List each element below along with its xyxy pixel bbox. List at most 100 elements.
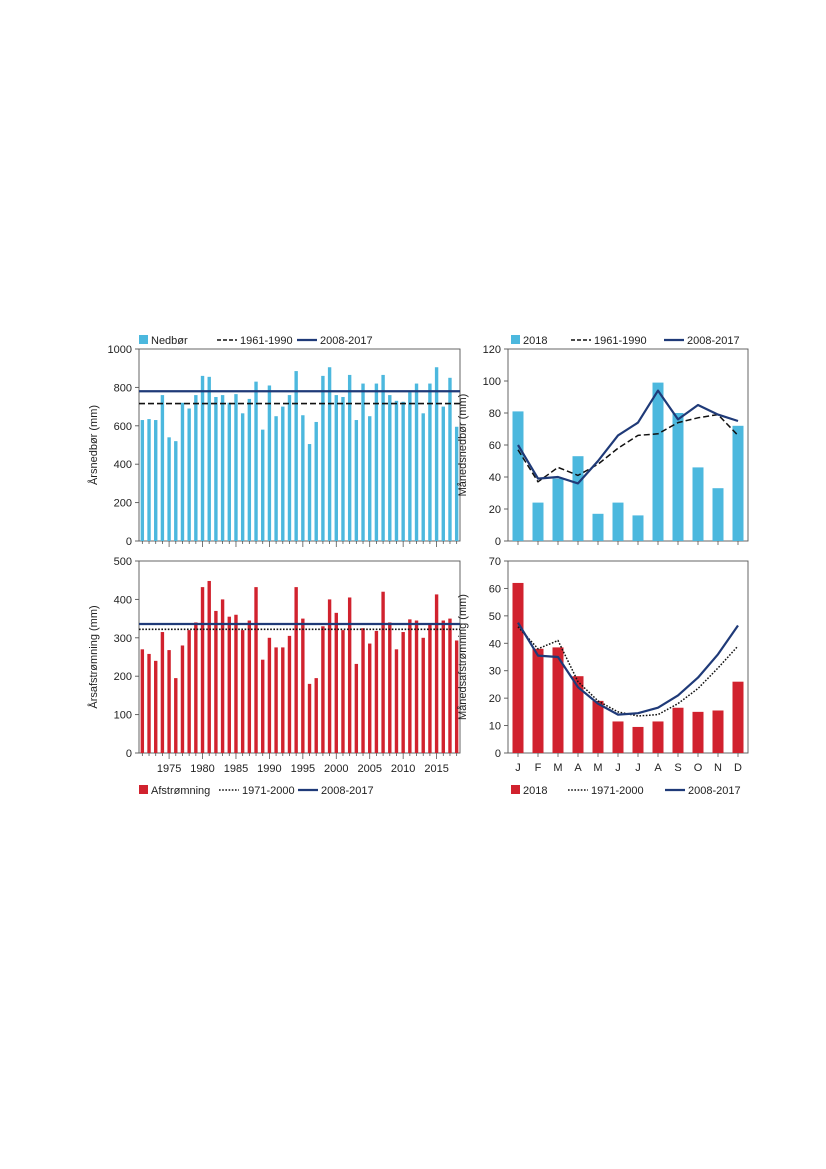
bar-1981 [207, 376, 211, 541]
bar-2017 [448, 618, 452, 753]
bar-1989 [261, 659, 265, 753]
bar-2008 [388, 395, 392, 541]
x-tick-label: D [734, 762, 742, 774]
bar-2015 [434, 594, 439, 753]
bar-1999 [327, 367, 332, 541]
y-tick-label: 100 [114, 710, 132, 722]
bar-1985 [234, 614, 238, 753]
bar-1984 [227, 402, 231, 541]
y-tick-label: 60 [489, 440, 501, 452]
y-axis-label: Månedsnedbør (mm) [457, 394, 469, 497]
bar-2005 [368, 416, 372, 541]
bar-2018-J [612, 502, 624, 541]
x-tick-label: 2000 [324, 763, 348, 775]
y-tick-label: 20 [489, 693, 501, 705]
bar-1995 [301, 415, 305, 541]
series-line-1971-2000 [517, 626, 739, 717]
x-tick-label: 1990 [257, 763, 281, 775]
x-tick-label: 1980 [190, 763, 214, 775]
bar-2018-A [572, 676, 584, 753]
bar-2018-A [572, 456, 584, 541]
legend-label: 2008-2017 [687, 335, 740, 347]
bar-2002 [347, 597, 352, 753]
bar-2004 [361, 383, 365, 541]
bar-2005 [368, 643, 372, 753]
legend-swatch [139, 335, 148, 344]
bar-1990 [267, 637, 272, 753]
bar-2018-F [532, 648, 544, 753]
bar-1988 [254, 587, 258, 753]
y-tick-label: 1000 [108, 344, 132, 356]
bar-2018-M [592, 700, 604, 753]
y-tick-label: 30 [489, 666, 501, 678]
y-tick-label: 0 [126, 748, 132, 760]
bar-2007 [381, 374, 385, 541]
bar-2018-A [652, 382, 664, 541]
bar-2016 [441, 620, 445, 753]
x-tick-label: 2005 [357, 763, 381, 775]
bar-2009 [394, 400, 399, 541]
bar-2018-N [712, 488, 724, 541]
bar-1976 [174, 678, 178, 753]
bar-1985 [234, 394, 238, 541]
y-tick-label: 70 [489, 556, 501, 568]
bar-1979 [194, 622, 198, 753]
bar-2012 [414, 383, 419, 541]
bar-2018-D [732, 425, 744, 541]
bar-1981 [207, 580, 211, 753]
bar-2018-N [712, 710, 724, 753]
bar-1986 [240, 630, 245, 753]
bar-2018-J [632, 726, 644, 753]
annual-precipitation-chart: 0 200 400 600 800 1000 Årsnedbør (mm) [87, 344, 461, 548]
y-tick-label: 40 [489, 638, 501, 650]
monthly-precipitation-legend: 2018 1961-1990 2008-2017 [511, 335, 740, 347]
bar-1991 [274, 647, 278, 753]
bar-1983 [220, 599, 225, 753]
bar-2010 [401, 632, 405, 753]
monthly-precipitation-chart: 0 20 40 60 80 100 120 Månedsnedbør (mm) [457, 344, 749, 548]
plot-frame [507, 348, 749, 542]
bar-2016 [441, 406, 445, 541]
bar-2011 [408, 619, 412, 753]
bar-1978 [187, 630, 191, 753]
series-line-2008-2017 [517, 622, 739, 716]
bar-1974 [160, 395, 165, 541]
series-line-1961-1990 [517, 413, 739, 483]
plot-frame [507, 560, 749, 754]
bar-2010 [401, 401, 405, 541]
bar-2018-S [672, 413, 684, 541]
bar-1979 [194, 395, 198, 541]
bar-2018-M [552, 647, 564, 753]
y-tick-label: 400 [114, 594, 132, 606]
bar-2018-D [732, 681, 744, 753]
bar-1975 [167, 650, 171, 753]
bar-1982 [214, 610, 218, 753]
bar-1994 [294, 587, 298, 753]
bar-2014 [428, 624, 432, 753]
bar-1974 [160, 632, 165, 753]
bar-2001 [341, 397, 345, 541]
x-tick-label: J [615, 762, 621, 774]
bar-2018-S [672, 707, 684, 753]
y-tick-label: 120 [483, 344, 501, 356]
y-tick-label: 300 [114, 633, 132, 645]
bar-1987 [247, 620, 252, 753]
x-tick-label: A [574, 762, 582, 774]
y-axis-label: Årsafstrømning (mm) [87, 605, 100, 708]
bar-2002 [347, 374, 352, 541]
bar-1997 [314, 678, 318, 753]
bar-1986 [240, 413, 245, 541]
bar-1990 [267, 385, 272, 541]
bar-2003 [354, 663, 359, 753]
bar-2018-A [652, 721, 664, 753]
x-tick-label: 1975 [157, 763, 181, 775]
bar-1995 [301, 618, 305, 753]
y-tick-label: 60 [489, 583, 501, 595]
bar-2001 [341, 630, 345, 753]
y-tick-label: 40 [489, 472, 501, 484]
bar-2018-J [612, 721, 624, 753]
bar-2018-J [632, 515, 644, 541]
bar-1997 [314, 421, 318, 541]
bar-1994 [294, 371, 298, 541]
